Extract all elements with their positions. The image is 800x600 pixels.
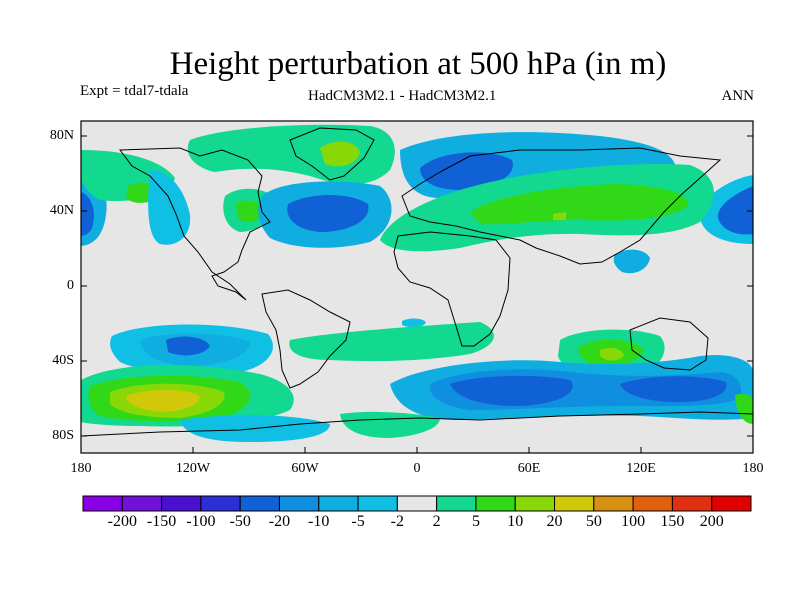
map-title: Height perturbation at 500 hPa (in m) <box>169 46 667 82</box>
contour-southern-ocean-dark-east <box>620 376 727 402</box>
contour-fields <box>81 124 753 442</box>
lat-tick-40s: 40S <box>52 353 74 368</box>
colorbar-box <box>357 495 398 512</box>
colorbar-label: 50 <box>585 513 602 530</box>
colorbar-box <box>671 495 713 512</box>
contour-tropical-blue <box>402 318 426 328</box>
coast-north-america <box>119 147 271 301</box>
colorbar-label: 20 <box>546 513 563 530</box>
colorbar-label: -200 <box>107 513 137 530</box>
colorbar-box <box>475 495 516 512</box>
lat-tick-0: 0 <box>67 278 74 293</box>
colorbar-box <box>161 495 202 512</box>
coast-australia <box>629 317 709 371</box>
lon-tick-120e: 120E <box>626 461 656 476</box>
contour-sh-pacific-dark <box>166 336 210 356</box>
colorbar-box <box>711 495 752 512</box>
colorbar-label: -20 <box>268 513 291 530</box>
contour-nh-pacific-east-dark <box>717 186 753 235</box>
contour-pacific-pocket-blue <box>613 249 650 274</box>
lon-tick-60w: 60W <box>291 461 319 476</box>
lon-tick-180w: 180 <box>70 461 92 476</box>
colorbar-label: -10 <box>308 513 330 530</box>
colorbar-label: 2 <box>432 513 441 530</box>
colorbar <box>82 495 752 512</box>
coast-antarctica <box>81 411 753 437</box>
colorbar-box <box>200 495 241 512</box>
colorbar-box <box>82 495 123 512</box>
model-label: HadCM3M2.1 - HadCM3M2.1 <box>308 88 497 104</box>
colorbar-label: -100 <box>186 513 216 530</box>
contour-na-blue <box>148 170 191 245</box>
colorbar-label: 10 <box>507 513 524 530</box>
colorbar-label: 200 <box>699 513 724 530</box>
contour-nh-pacific-dark <box>81 192 94 236</box>
contour-sh-east-green <box>735 393 753 424</box>
season-label: ANN <box>721 88 755 104</box>
coast-europe-asia <box>401 147 722 265</box>
contour-southern-ocean-dark <box>450 375 573 406</box>
experiment-label: Expt = tdal7-tdala <box>80 83 189 99</box>
colorbar-box <box>239 495 280 512</box>
contour-indian-yellowgreen <box>600 348 624 361</box>
contour-na-east-yellowgreen <box>236 200 264 223</box>
contour-south-atlantic-green <box>289 322 494 362</box>
axis-ticks <box>81 135 753 453</box>
colorbar-box <box>514 495 556 512</box>
contour-atlantic-dark <box>287 195 369 232</box>
contour-arctic-green <box>187 124 395 185</box>
coast-greenland <box>289 127 375 181</box>
colorbar-label: 5 <box>471 513 480 530</box>
colorbar-box <box>278 495 320 512</box>
lon-tick-120w: 120W <box>175 461 211 476</box>
colorbar-box <box>318 495 359 512</box>
colorbar-box <box>121 495 163 512</box>
contour-greenland-yellowgreen <box>320 141 360 167</box>
colorbar-box <box>554 495 595 512</box>
coast-africa <box>393 231 511 347</box>
contour-southern-yellow <box>126 390 200 412</box>
lat-tick-80n: 80N <box>49 128 74 143</box>
lon-tick-0: 0 <box>413 461 421 476</box>
colorbar-box <box>436 495 477 512</box>
contour-eurasia-bright-green <box>470 184 689 225</box>
lat-tick-80s: 80S <box>52 428 74 443</box>
colorbar-label: 150 <box>660 513 685 530</box>
colorbar-label: -5 <box>351 513 365 530</box>
contour-asia-yellowgreen <box>553 212 566 220</box>
colorbar-box <box>593 495 634 512</box>
colorbar-box <box>632 495 673 512</box>
colorbar-label: -2 <box>390 513 404 530</box>
colorbar-label: -50 <box>229 513 251 530</box>
lon-tick-60e: 60E <box>517 461 541 476</box>
lat-tick-40n: 40N <box>49 203 74 218</box>
contour-eurasia-dark <box>420 152 513 190</box>
coast-south-america <box>261 289 351 389</box>
coastlines <box>81 127 753 437</box>
colorbar-label: -150 <box>146 513 177 530</box>
colorbar-box <box>396 495 438 512</box>
colorbar-label: 100 <box>621 513 646 530</box>
lon-tick-180e: 180 <box>742 461 764 476</box>
